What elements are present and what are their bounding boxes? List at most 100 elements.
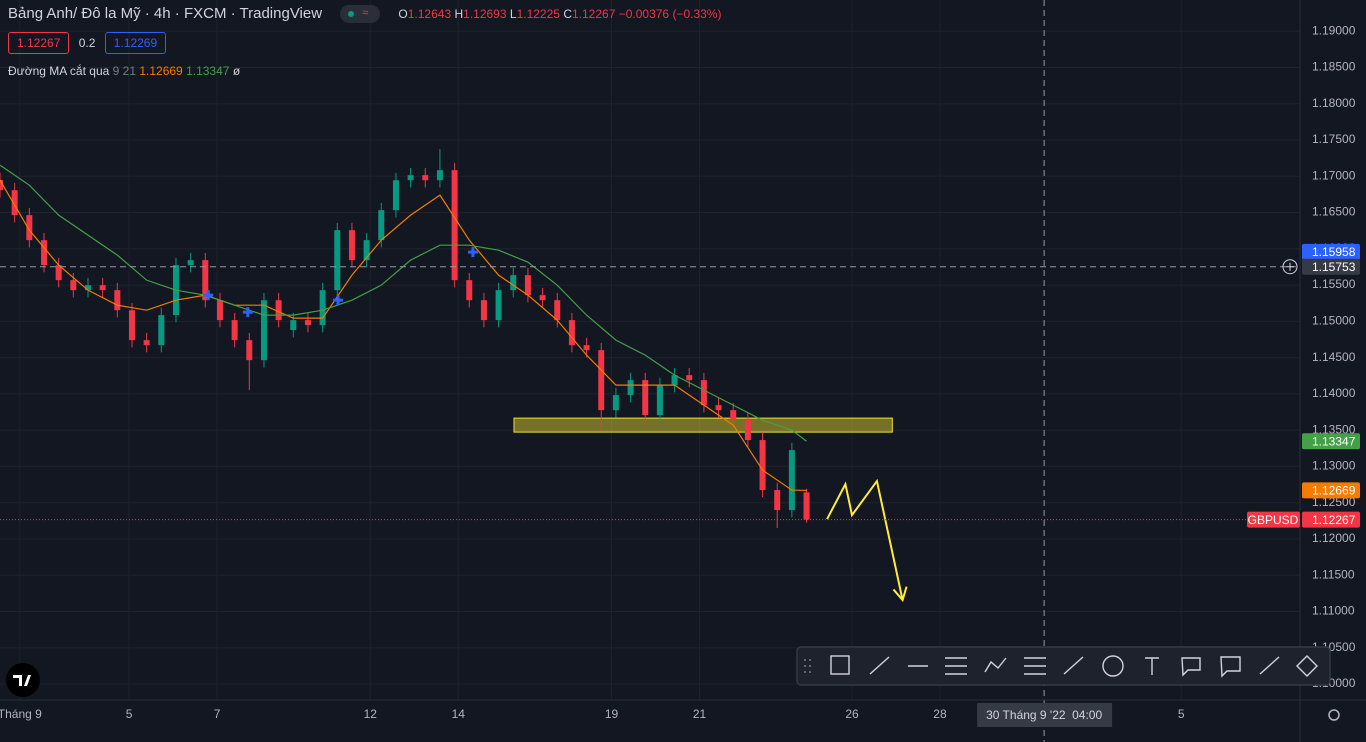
candle-body [114, 290, 121, 311]
open-value: 1.12643 [407, 7, 452, 21]
market-status[interactable]: ≈ [340, 5, 381, 24]
x-tick-label: Tháng 9 [0, 707, 42, 721]
candle-body [495, 290, 502, 321]
projection-path [826, 478, 904, 601]
toolbar-bg [796, 646, 1331, 686]
pattern-tool[interactable] [984, 657, 1007, 673]
candle-body [583, 345, 590, 351]
y-tick-label: 1.15000 [1312, 314, 1356, 328]
arrow-tool[interactable] [869, 656, 890, 675]
l-label: L [509, 7, 517, 21]
cross-marker [467, 247, 478, 258]
y-tick-label: 1.13000 [1312, 459, 1356, 473]
candle-body [744, 420, 751, 441]
ma-fast-price: 1.12669 [1312, 484, 1356, 498]
candle-body [392, 180, 399, 211]
crosshair-date: 30 Tháng 9 '22 [986, 708, 1066, 722]
y-tick-label: 1.12000 [1312, 531, 1356, 545]
trendline-tool[interactable] [1063, 656, 1084, 675]
candle-body [598, 350, 605, 411]
candle-body [671, 375, 678, 386]
x-tick-label: 28 [933, 707, 947, 721]
source: TradingView [239, 5, 323, 22]
exchange: FXCM [183, 5, 227, 22]
candle-body [128, 310, 135, 341]
rect-tool[interactable] [830, 655, 850, 675]
channel-tool[interactable] [945, 657, 967, 675]
text-tool[interactable] [1145, 657, 1159, 675]
indicator-name: Đường MA cắt qua [8, 64, 110, 78]
candle-body [554, 300, 561, 321]
candle-body [642, 380, 649, 416]
candle-body [378, 210, 385, 241]
candle-body [539, 295, 546, 301]
projection-arrowhead [892, 586, 908, 603]
ask[interactable]: 1.12269 [104, 32, 167, 54]
candle-body [686, 375, 693, 381]
candle-body [187, 260, 194, 266]
moving-average [0, 179, 807, 492]
x-tick-label: 7 [214, 707, 221, 721]
y-tick-label: 1.18000 [1312, 96, 1356, 110]
settings-icon[interactable] [1328, 709, 1340, 721]
add-alert-button [1282, 259, 1298, 275]
x-tick-label: 19 [605, 707, 619, 721]
y-tick-label: 1.19000 [1312, 23, 1356, 37]
shape-tool[interactable] [1296, 655, 1318, 677]
y-tick-label: 1.17500 [1312, 132, 1356, 146]
cross-marker [203, 290, 214, 301]
add-alert-plus [1286, 262, 1294, 271]
fib-tool[interactable] [1024, 657, 1046, 675]
x-tick-label: 26 [845, 707, 859, 721]
candle-body [363, 240, 370, 261]
y-tick-label: 1.11000 [1312, 604, 1355, 618]
quote-row: 1.12267 0.2 1.12269 [8, 32, 167, 54]
candle-body [319, 290, 326, 326]
candle-body [202, 260, 209, 301]
circle-tool[interactable] [1102, 655, 1124, 677]
drawing-toolbar [796, 646, 1331, 686]
close-value: 1.12267 [571, 7, 616, 21]
candle-body [715, 405, 722, 411]
bid[interactable]: 1.12267 [8, 32, 70, 54]
candle-body [290, 320, 297, 331]
candle-body [304, 320, 311, 326]
cross-marker [333, 295, 344, 306]
h-label: H [454, 7, 464, 21]
candle-body [334, 230, 341, 291]
candle-body [246, 340, 253, 361]
candle-body [40, 240, 47, 266]
candle-body [627, 380, 634, 396]
candle-body [451, 170, 458, 281]
x-tick-label: 5 [1178, 707, 1185, 721]
indicator-params: 9 21 [112, 64, 136, 78]
ma-fast-value: 1.12669 [139, 64, 183, 78]
candle-body [26, 215, 33, 241]
symbol: Bảng Anh/ Đô la Mỹ [8, 5, 141, 22]
y-tick-label: 1.11500 [1312, 567, 1355, 581]
candle-body [84, 285, 91, 291]
y-tick-label: 1.15500 [1312, 277, 1356, 291]
callout-tool[interactable] [1181, 657, 1201, 677]
note-tool[interactable] [1220, 656, 1241, 678]
candle-body [55, 265, 62, 281]
candle-body [788, 450, 795, 511]
candle-body [480, 300, 487, 321]
candle-body [774, 490, 781, 511]
ma-slow-price-bg [1302, 433, 1360, 450]
candle-body [656, 385, 663, 416]
y-tick-label: 1.18500 [1312, 60, 1356, 74]
spread: 0.2 [78, 36, 96, 50]
price-marker-bg [1302, 243, 1360, 260]
y-tick-label: 1.14000 [1312, 386, 1356, 400]
candle-body [0, 179, 3, 191]
tv-logo [6, 663, 40, 697]
y-tick-label: 1.16500 [1312, 205, 1356, 219]
candle-body [466, 280, 473, 301]
path-tool[interactable] [1259, 656, 1280, 675]
symbol-tag-bg [1247, 511, 1300, 528]
x-tick-label: 5 [126, 707, 133, 721]
ma-fast-price-bg [1302, 482, 1360, 499]
